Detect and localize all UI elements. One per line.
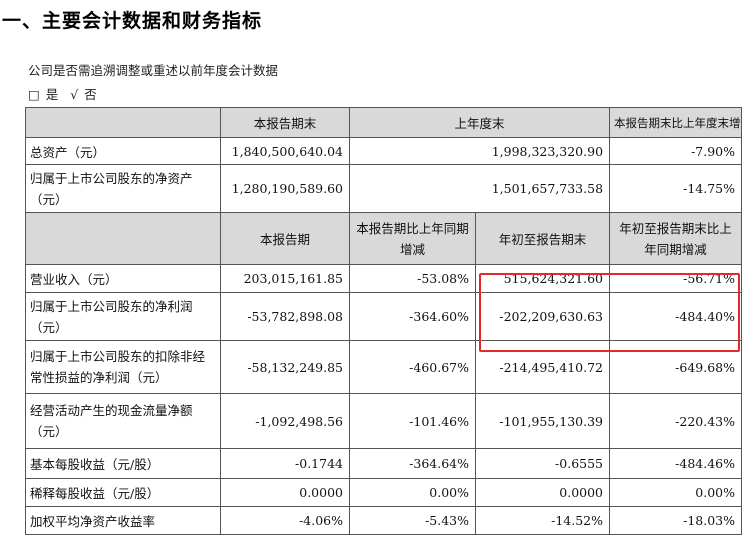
cell-value: -364.64% [349,448,476,479]
cell-value: -4.06% [220,506,350,535]
cell-value: -53,782,898.08 [220,292,350,341]
cell-value: -14.75% [609,164,743,213]
table1-header-current-end: 本报告期末 [220,107,350,138]
table2-header-period-change: 本报告期比上年同期增减 [349,212,476,265]
row-label: 基本每股收益（元/股） [25,448,221,479]
cell-value: -101.46% [349,393,476,449]
table-row: 稀释每股收益（元/股） 0.0000 0.00% 0.0000 0.00% [25,478,743,507]
cell-value: -202,209,630.63 [474,292,611,341]
table1-header-change: 本报告期末比上年度末增减 [609,107,743,138]
section-title: 一、主要会计数据和财务指标 [2,10,263,32]
table1-header-blank [25,107,221,138]
cell-value: -56.71% [609,264,743,293]
cell-value: -7.90% [609,137,743,165]
cell-value: 203,015,161.85 [220,264,350,293]
no-check-icon: √ [70,87,80,102]
cell-value: -58,132,249.85 [220,340,350,394]
row-label: 总资产（元） [25,137,221,165]
cell-value: 1,998,323,320.90 [348,137,611,165]
cell-value: 0.0000 [220,478,350,507]
table2-header-row: 本报告期 本报告期比上年同期增减 年初至报告期末 年初至报告期末比上年同期增减 [25,212,743,265]
cell-value: -220.43% [609,393,743,449]
row-label: 归属于上市公司股东的净资产（元） [25,164,221,213]
table-row: 归属于上市公司股东的净资产（元） 1,280,190,589.60 1,501,… [25,164,743,213]
no-option-label: 否 [84,87,98,102]
cell-value: -0.1744 [220,448,350,479]
cell-value: 1,840,500,640.04 [220,137,350,165]
table-row: 营业收入（元） 203,015,161.85 -53.08% 515,624,3… [25,264,743,293]
row-label: 归属于上市公司股东的扣除非经常性损益的净利润（元） [25,340,221,394]
yes-option-label: 是 [45,87,60,102]
financial-indicators-table: 本报告期末 上年度末 本报告期末比上年度末增减 总资产（元） 1,840,500… [25,107,743,535]
row-label: 归属于上市公司股东的净利润（元） [25,292,221,341]
cell-value: -484.40% [609,292,743,341]
cell-value: 1,501,657,733.58 [348,164,611,213]
cell-value: -214,495,410.72 [474,340,611,394]
table-row: 总资产（元） 1,840,500,640.04 1,998,323,320.90… [25,137,743,165]
row-label: 稀释每股收益（元/股） [25,478,221,507]
cell-value: 515,624,321.60 [474,264,611,293]
table1-header-row: 本报告期末 上年度末 本报告期末比上年度末增减 [25,107,743,138]
table2-header-ytd-change: 年初至报告期末比上年同期增减 [609,212,743,265]
cell-value: -1,092,498.56 [220,393,350,449]
cell-value: 0.00% [349,478,476,507]
table-row: 基本每股收益（元/股） -0.1744 -364.64% -0.6555 -48… [25,448,743,479]
table-row: 归属于上市公司股东的净利润（元） -53,782,898.08 -364.60%… [25,292,743,341]
cell-value: 0.00% [609,478,743,507]
table-row: 经营活动产生的现金流量净额（元） -1,092,498.56 -101.46% … [25,393,743,449]
cell-value: -364.60% [349,292,476,341]
yes-checkbox-icon: □ [28,87,41,102]
row-label: 营业收入（元） [25,264,221,293]
cell-value: -484.46% [609,448,743,479]
table2-header-blank [25,212,221,265]
restatement-options: □ 是 √ 否 [28,84,98,103]
row-label: 加权平均净资产收益率 [25,506,221,535]
table1-header-prior-year-end: 上年度末 [348,107,611,138]
table2-header-current-period: 本报告期 [220,212,350,265]
table-row: 归属于上市公司股东的扣除非经常性损益的净利润（元） -58,132,249.85… [25,340,743,394]
row-label: 经营活动产生的现金流量净额（元） [25,393,221,449]
cell-value: -5.43% [349,506,476,535]
cell-value: -14.52% [474,506,611,535]
cell-value: -53.08% [349,264,476,293]
table-row: 加权平均净资产收益率 -4.06% -5.43% -14.52% -18.03% [25,506,743,535]
cell-value: -460.67% [349,340,476,394]
cell-value: -18.03% [609,506,743,535]
cell-value: -649.68% [609,340,743,394]
table2-header-ytd: 年初至报告期末 [474,212,611,265]
cell-value: 0.0000 [474,478,611,507]
cell-value: -0.6555 [474,448,611,479]
cell-value: -101,955,130.39 [474,393,611,449]
cell-value: 1,280,190,589.60 [220,164,350,213]
restatement-question: 公司是否需追溯调整或重述以前年度会计数据 [28,63,279,78]
